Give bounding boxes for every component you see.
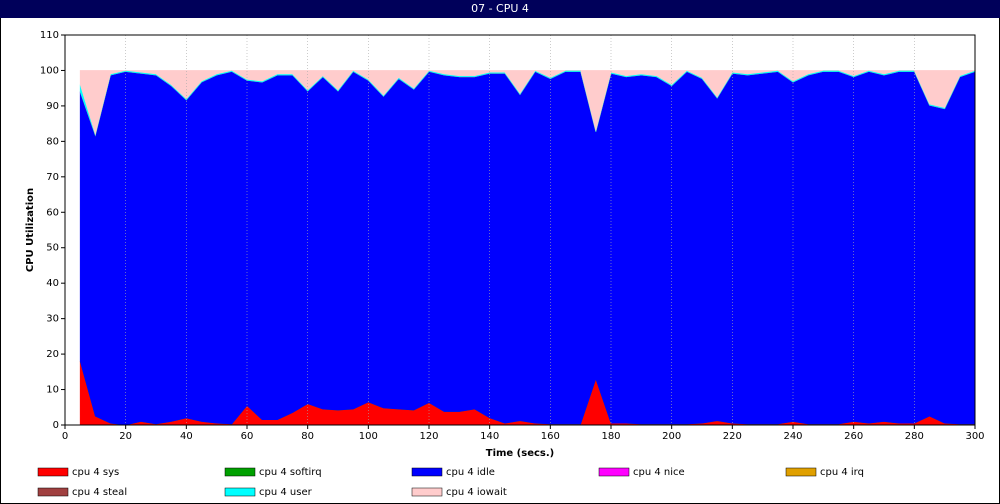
chart-title: 07 - CPU 4: [471, 2, 529, 15]
legend-swatch: [598, 467, 630, 477]
legend-swatch: [224, 487, 256, 497]
legend-swatch: [411, 467, 443, 477]
legend-swatch: [785, 467, 817, 477]
x-tick-label: 220: [723, 431, 742, 442]
x-tick-label: 60: [241, 431, 254, 442]
x-tick-label: 260: [844, 431, 863, 442]
legend-swatch: [411, 487, 443, 497]
x-tick-label: 20: [119, 431, 132, 442]
legend-label: cpu 4 irq: [820, 467, 864, 478]
legend-swatch: [224, 467, 256, 477]
x-tick-label: 200: [662, 431, 681, 442]
legend-label: cpu 4 sys: [72, 467, 119, 478]
x-tick-label: 100: [359, 431, 378, 442]
x-tick-label: 300: [965, 431, 984, 442]
x-axis-label: Time (secs.): [486, 448, 555, 459]
x-tick-label: 80: [301, 431, 314, 442]
legend-label: cpu 4 iowait: [446, 487, 507, 498]
legend-swatch: [37, 487, 69, 497]
legend-label: cpu 4 nice: [633, 467, 685, 478]
x-tick-label: 180: [601, 431, 620, 442]
area: [79, 70, 976, 136]
legend-label: cpu 4 idle: [446, 467, 495, 478]
legend-swatch: [37, 467, 69, 477]
x-tick-label: 280: [905, 431, 924, 442]
area: [79, 71, 976, 426]
x-tick-label: 40: [180, 431, 193, 442]
legend-label: cpu 4 user: [259, 487, 313, 498]
y-tick-label: 80: [46, 136, 59, 147]
x-tick-label: 120: [419, 431, 438, 442]
legend-label: cpu 4 steal: [72, 487, 127, 498]
x-tick-label: 0: [62, 431, 68, 442]
x-tick-label: 240: [783, 431, 802, 442]
y-tick-label: 70: [46, 172, 59, 183]
y-tick-label: 30: [46, 314, 59, 325]
y-tick-label: 0: [53, 420, 59, 431]
x-tick-label: 140: [480, 431, 499, 442]
legend-label: cpu 4 softirq: [259, 467, 322, 478]
y-tick-label: 20: [46, 349, 59, 360]
y-tick-label: 90: [46, 101, 59, 112]
y-tick-label: 60: [46, 207, 59, 218]
x-tick-label: 160: [541, 431, 560, 442]
y-tick-label: 50: [46, 243, 59, 254]
plot-border: [64, 34, 976, 426]
y-tick-label: 10: [46, 385, 59, 396]
y-tick-label: 100: [40, 65, 59, 76]
y-axis-label: CPU Utilization: [25, 188, 36, 272]
y-tick-label: 40: [46, 278, 59, 289]
y-tick-label: 110: [40, 30, 59, 41]
title-bar: [0, 0, 1000, 18]
